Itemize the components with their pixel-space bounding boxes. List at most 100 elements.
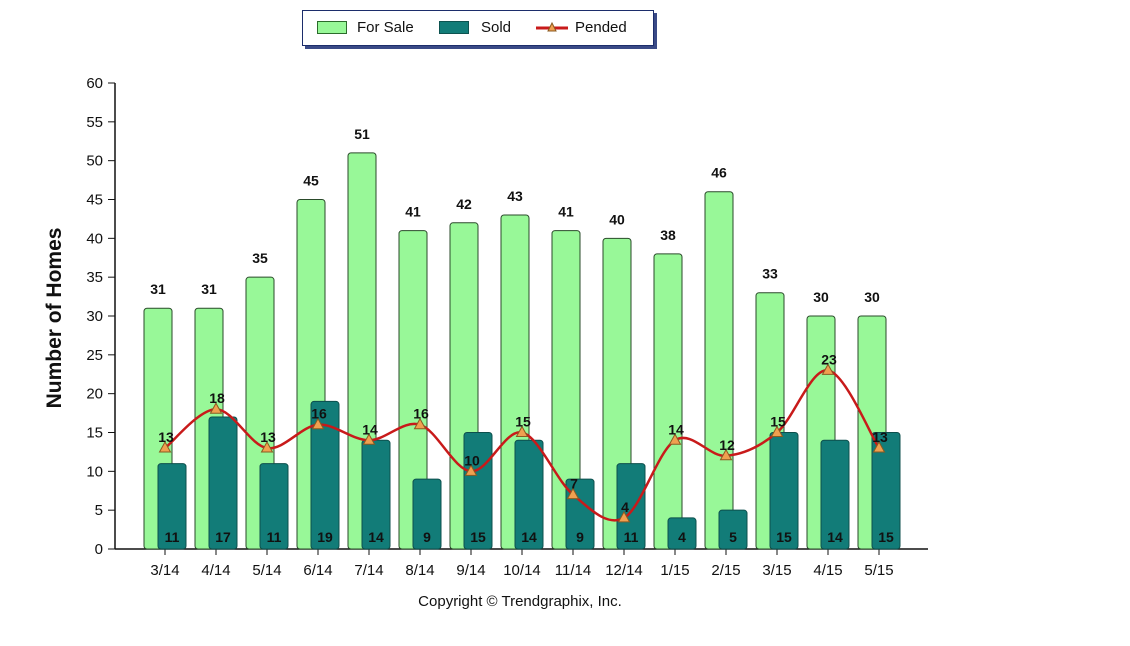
y-tick-label: 30 <box>86 308 103 325</box>
legend-label-for-sale: For Sale <box>357 19 414 36</box>
pended-value-label: 13 <box>872 429 888 445</box>
y-tick-label: 5 <box>95 502 103 519</box>
pended-marker <box>311 417 325 430</box>
pended-marker <box>158 440 172 453</box>
chart-legend: For Sale Sold Pended <box>302 10 654 46</box>
for-sale-bar <box>551 230 581 550</box>
sold-value-label: 17 <box>215 529 231 545</box>
pended-marker <box>872 440 886 453</box>
pended-value-label: 14 <box>362 421 378 437</box>
pended-marker <box>362 433 376 445</box>
sold-value-label: 9 <box>423 529 431 545</box>
pended-marker <box>464 464 478 476</box>
for-sale-value-label: 30 <box>864 289 880 305</box>
y-tick-label: 35 <box>86 269 103 286</box>
pended-marker <box>770 425 784 437</box>
pended-marker <box>617 510 631 523</box>
sold-value-label: 14 <box>827 529 843 545</box>
sold-bar <box>310 400 340 550</box>
y-axis-title-group: Number of Homes <box>43 228 66 409</box>
x-tick-label: 2/15 <box>711 562 740 579</box>
pended-marker <box>209 402 223 414</box>
pended-value-label: 12 <box>719 437 735 453</box>
x-tick-label: 4/14 <box>201 562 230 579</box>
for-sale-value-label: 43 <box>507 188 523 204</box>
for-sale-value-label: 38 <box>660 227 676 243</box>
x-tick-label: 12/14 <box>605 562 643 579</box>
pended-marker <box>566 487 580 500</box>
sold-bar <box>463 432 493 550</box>
pended-marker <box>668 433 682 445</box>
for-sale-value-label: 41 <box>405 204 421 220</box>
for-sale-value-label: 35 <box>252 250 268 266</box>
pended-value-label: 10 <box>464 452 480 468</box>
x-tick-label: 8/14 <box>405 562 434 579</box>
for-sale-value-label: 40 <box>609 211 625 227</box>
sold-bar <box>718 509 748 550</box>
pended-value-label: 15 <box>770 414 786 430</box>
y-tick-label: 60 <box>86 75 103 92</box>
pended-value-label: 14 <box>668 421 684 437</box>
sold-value-label: 4 <box>678 529 686 545</box>
for-sale-value-label: 31 <box>201 281 217 297</box>
x-tick-label: 9/14 <box>456 562 485 579</box>
legend-swatch-pended <box>536 21 568 32</box>
legend-label-sold: Sold <box>481 19 512 36</box>
for-sale-value-label: 33 <box>762 266 778 282</box>
sold-value-label: 14 <box>368 529 384 545</box>
x-tick-label: 7/14 <box>354 562 383 579</box>
pended-value-label: 18 <box>209 390 225 406</box>
y-tick-label: 10 <box>86 463 103 480</box>
sold-value-label: 5 <box>729 529 737 545</box>
pended-value-label: 16 <box>311 406 327 422</box>
for-sale-value-label: 51 <box>354 126 370 142</box>
sold-value-label: 11 <box>267 529 282 545</box>
for-sale-value-label: 46 <box>711 165 727 181</box>
y-tick-label: 55 <box>86 114 103 131</box>
x-tick-label: 5/14 <box>252 562 281 579</box>
sold-value-label: 15 <box>878 529 894 545</box>
sold-value-label: 15 <box>776 529 792 545</box>
y-tick-label: 50 <box>86 153 103 170</box>
y-tick-label: 25 <box>86 347 103 364</box>
sold-value-label: 9 <box>576 529 584 545</box>
pended-marker <box>413 417 427 430</box>
pended-value-label: 23 <box>821 351 837 367</box>
sold-bar <box>259 463 289 550</box>
for-sale-value-label: 30 <box>813 289 829 305</box>
for-sale-value-label: 42 <box>456 196 472 212</box>
pended-marker <box>719 448 733 461</box>
pended-line <box>158 363 886 523</box>
x-tick-label: 3/15 <box>762 562 791 579</box>
pended-value-label: 4 <box>621 499 629 515</box>
sold-value-label: 15 <box>470 529 486 545</box>
sold-bars <box>157 400 901 550</box>
pended-value-label: 15 <box>515 414 531 430</box>
x-tick-label: 1/15 <box>660 562 689 579</box>
for-sale-value-label: 41 <box>558 204 574 220</box>
sold-value-label: 14 <box>521 529 537 545</box>
sold-bar <box>616 463 646 550</box>
y-tick-label: 40 <box>86 230 103 247</box>
sold-bar <box>820 439 850 550</box>
x-tick-label: 3/14 <box>150 562 179 579</box>
pended-marker <box>821 363 835 375</box>
pended-marker <box>515 425 529 437</box>
y-tick-label: 20 <box>86 386 103 403</box>
sold-value-label: 11 <box>165 529 180 545</box>
sold-bar <box>667 517 697 550</box>
sold-bar <box>208 416 238 550</box>
y-tick-label: 0 <box>95 541 103 558</box>
sold-bar <box>157 463 187 550</box>
pended-value-label: 7 <box>570 476 578 492</box>
for-sale-value-label: 31 <box>150 281 166 297</box>
for-sale-value-label: 45 <box>303 173 319 189</box>
x-tick-label: 6/14 <box>303 562 332 579</box>
for-sale-bar <box>653 253 683 550</box>
y-tick-label: 15 <box>86 425 103 442</box>
sold-value-label: 11 <box>624 529 639 545</box>
pended-value-label: 16 <box>413 406 429 422</box>
sold-bar <box>871 432 901 550</box>
